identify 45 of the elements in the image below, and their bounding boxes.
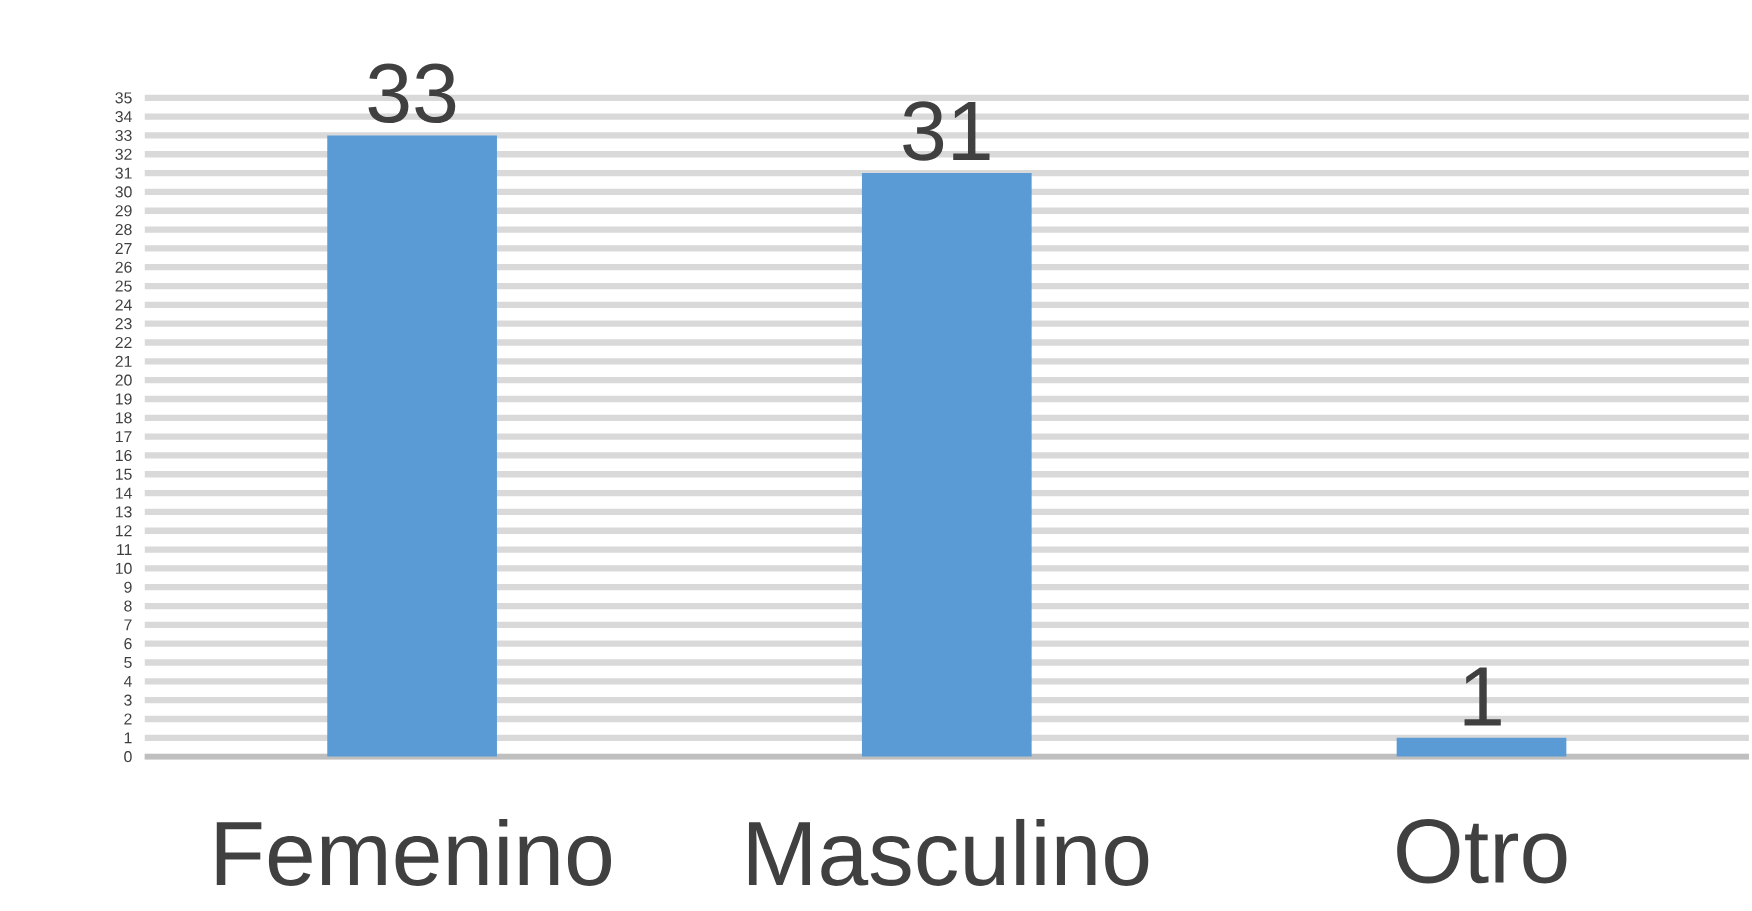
x-tick-label: Masculino	[748, 818, 1149, 886]
y-tick-label: 30	[115, 186, 132, 198]
x-tick-label: Femenino	[216, 818, 611, 886]
y-tick-label: 28	[115, 223, 132, 235]
data-label: 33	[368, 63, 456, 123]
y-tick-label: 19	[116, 393, 132, 405]
y-tick-label: 13	[116, 506, 132, 518]
y-tick-label: 24	[115, 299, 132, 311]
bar	[327, 135, 497, 757]
y-tick-label: 20	[115, 374, 132, 386]
y-tick-label: 7	[124, 619, 132, 631]
y-tick-label: 6	[124, 637, 132, 650]
y-tick-label: 21	[115, 355, 132, 367]
y-tick-label: 22	[115, 336, 132, 348]
y-tick-label: 2	[124, 713, 132, 725]
y-tick-label: 16	[116, 449, 132, 461]
bar	[861, 172, 1032, 757]
y-tick-label: 14	[116, 487, 132, 499]
y-tick-label: 23	[115, 317, 132, 330]
y-tick-label: 5	[124, 656, 132, 668]
y-tick-label: 3	[124, 694, 132, 706]
y-tick-label: 8	[124, 600, 132, 612]
y-tick-label: 1	[124, 732, 132, 744]
y-tick-label: 31	[115, 167, 132, 179]
y-tick-label: 33	[115, 129, 132, 141]
y-tick-label: 11	[117, 543, 132, 555]
y-tick-label: 12	[116, 525, 132, 537]
y-tick-label: 18	[116, 412, 132, 424]
y-tick-label: 29	[115, 205, 132, 217]
y-tick-label: 10	[116, 562, 132, 574]
y-tick-label: 17	[116, 431, 132, 442]
y-tick-label: 15	[116, 468, 132, 480]
y-tick-label: 9	[124, 581, 132, 593]
y-tick-label: 4	[123, 675, 132, 687]
data-label: 1	[1464, 667, 1501, 726]
y-tick-label: 27	[115, 242, 132, 254]
y-tick-label: 34	[115, 110, 132, 123]
y-tick-label: 26	[115, 261, 132, 273]
data-label: 31	[903, 100, 990, 161]
x-tick-label: Otro	[1397, 818, 1567, 884]
y-tick-label: 32	[115, 148, 132, 160]
y-tick-label: 0	[124, 750, 132, 763]
bar	[1396, 737, 1567, 757]
y-tick-label: 25	[115, 280, 132, 292]
y-tick-label: 35	[115, 92, 132, 104]
